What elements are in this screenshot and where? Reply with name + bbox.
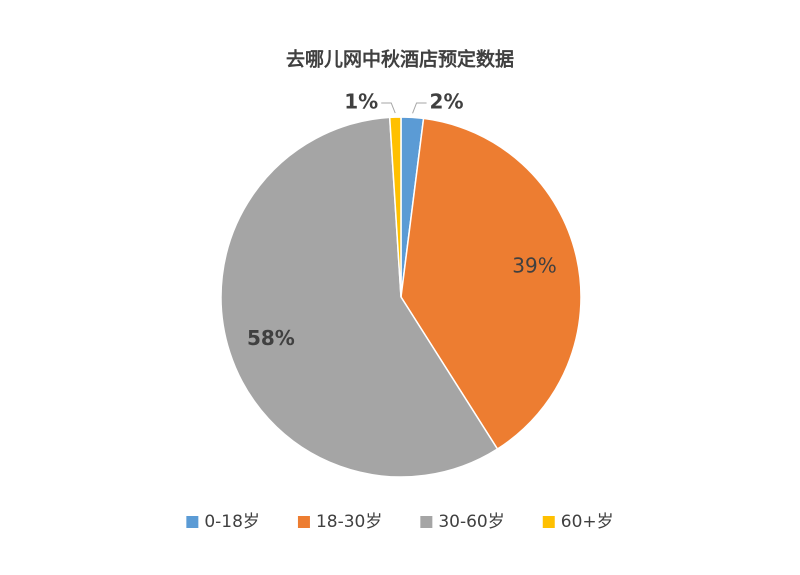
leader-line (381, 102, 396, 114)
data-label: 1% (344, 90, 378, 114)
legend-swatch (297, 516, 310, 528)
legend-label: 30-60岁 (438, 512, 504, 532)
chart-title: 去哪儿网中秋酒店预定数据 (286, 48, 514, 71)
legend-label: 60+岁 (561, 512, 614, 532)
legend-label: 18-30岁 (316, 512, 382, 532)
data-label: 39% (512, 254, 556, 278)
data-label: 2% (430, 90, 464, 114)
leader-line (412, 102, 427, 114)
pie-slice (388, 116, 402, 298)
pie-slice (400, 117, 582, 451)
legend: 0-18岁 18-30岁 30-60岁 60+岁 (186, 512, 614, 532)
legend-swatch (420, 516, 433, 528)
data-label: 58% (247, 326, 295, 350)
pie-slice (220, 116, 499, 478)
legend-swatch (542, 516, 555, 528)
legend-swatch (186, 516, 199, 528)
legend-label: 0-18岁 (204, 512, 260, 532)
